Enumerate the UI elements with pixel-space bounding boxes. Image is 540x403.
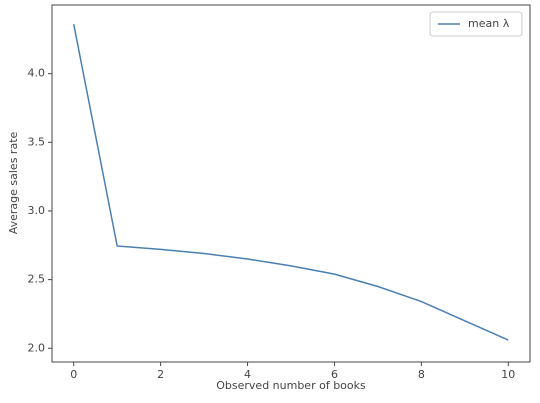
x-tick-label: 6 bbox=[331, 368, 338, 381]
x-tick-label: 10 bbox=[501, 368, 515, 381]
y-tick-label: 3.0 bbox=[28, 204, 46, 217]
x-tick-label: 4 bbox=[244, 368, 251, 381]
line-series bbox=[72, 24, 509, 341]
x-tick-label: 8 bbox=[418, 368, 425, 381]
legend-box bbox=[429, 11, 523, 37]
y-axis-label: Average sales rate bbox=[7, 132, 20, 235]
x-tick-label: 0 bbox=[70, 368, 77, 381]
x-tick-label: 2 bbox=[157, 368, 164, 381]
y-tick-label: 4.0 bbox=[28, 67, 46, 80]
y-tick-label: 2.5 bbox=[28, 273, 46, 286]
axes-frame bbox=[51, 4, 531, 363]
legend-label: mean λ bbox=[468, 17, 510, 30]
y-tick-label: 3.5 bbox=[28, 135, 46, 148]
x-axis-label: Observed number of books bbox=[216, 379, 366, 392]
y-tick-label: 2.0 bbox=[28, 341, 46, 354]
